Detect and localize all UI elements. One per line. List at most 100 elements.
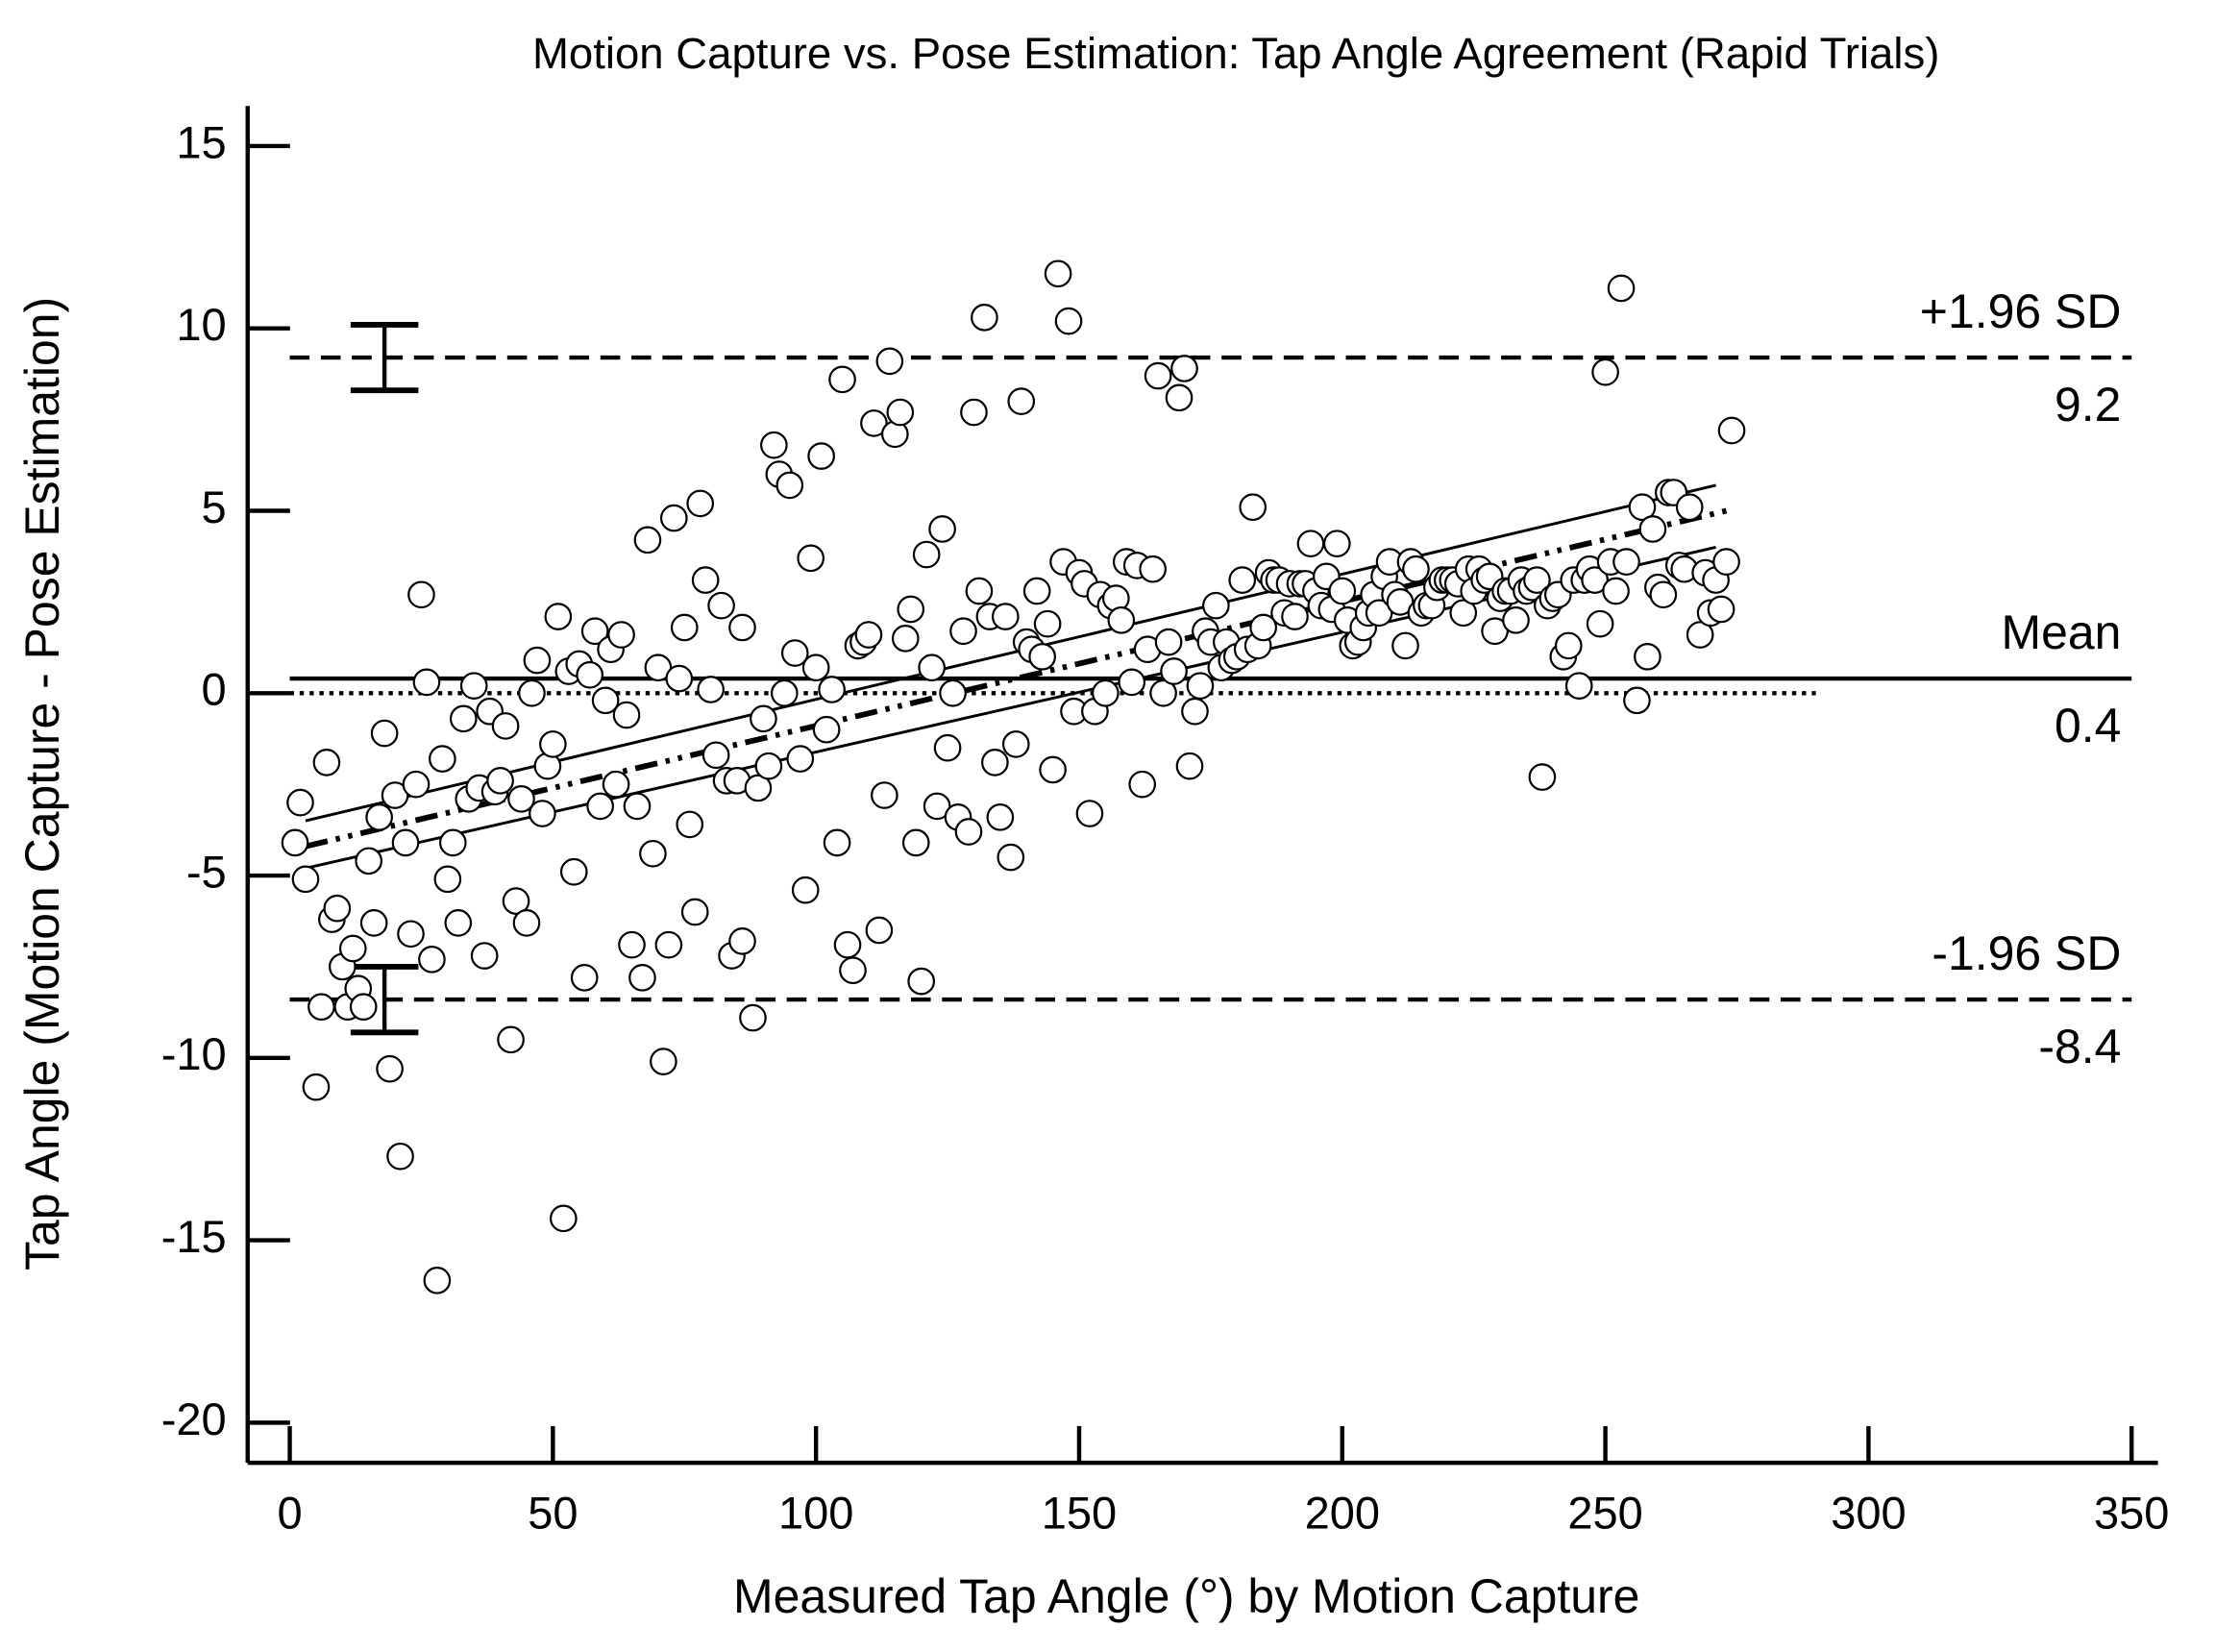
data-point — [497, 1025, 525, 1054]
data-point — [302, 1073, 331, 1101]
data-point — [1638, 515, 1667, 543]
data-point — [544, 603, 573, 630]
data-point — [1165, 383, 1194, 412]
regression-line — [305, 507, 1728, 850]
data-point — [418, 946, 446, 974]
data-point — [507, 785, 535, 813]
data-point — [639, 839, 667, 868]
x-tick-label: 0 — [277, 1487, 302, 1538]
data-point — [728, 613, 756, 642]
data-point — [1502, 606, 1530, 634]
data-point — [780, 639, 809, 667]
data-point — [1007, 387, 1036, 415]
data-point — [1170, 355, 1198, 382]
data-point — [1591, 358, 1619, 386]
data-point — [1033, 609, 1062, 638]
data-point — [355, 847, 383, 875]
data-point — [691, 566, 720, 594]
data-point — [1228, 566, 1257, 594]
data-point — [912, 540, 941, 569]
data-point — [512, 909, 541, 937]
data-point — [791, 875, 820, 904]
data-point — [933, 733, 962, 762]
chart-title: Motion Capture vs. Pose Estimation: Tap … — [532, 29, 1939, 78]
data-point — [891, 625, 920, 653]
y-axis-label: Tap Angle (Motion Capture - Pose Estimat… — [15, 297, 69, 1270]
data-point — [949, 617, 977, 646]
data-point — [529, 800, 556, 827]
data-point — [1144, 361, 1172, 390]
data-point — [376, 1054, 404, 1083]
data-point — [580, 617, 609, 646]
data-point — [954, 818, 983, 846]
x-tick-label: 100 — [778, 1487, 853, 1538]
data-point — [1281, 603, 1309, 630]
data-point — [823, 828, 851, 857]
data-point — [1296, 530, 1325, 557]
data-point — [1001, 730, 1030, 758]
data-point — [875, 347, 904, 376]
data-point — [828, 365, 856, 394]
data-point — [407, 580, 435, 609]
x-tick-label: 350 — [2094, 1487, 2169, 1538]
data-point — [1149, 678, 1177, 707]
data-point — [429, 745, 456, 773]
x-tick-label: 50 — [528, 1487, 578, 1538]
data-point — [1239, 493, 1267, 522]
data-point — [901, 828, 930, 857]
data-point — [433, 865, 462, 894]
data-point — [502, 887, 530, 915]
reference-line-name: +1.96 SD — [1920, 284, 2122, 338]
data-point — [1154, 628, 1183, 656]
data-point — [491, 712, 520, 740]
y-tick-label: -10 — [161, 1028, 227, 1079]
data-point — [1028, 642, 1056, 671]
data-point — [1022, 577, 1051, 605]
data-point — [1322, 530, 1351, 557]
data-point — [618, 930, 646, 959]
x-tick-label: 250 — [1567, 1487, 1642, 1538]
data-point — [1181, 697, 1209, 726]
data-point — [338, 934, 367, 963]
data-point — [359, 909, 388, 937]
data-point — [697, 676, 725, 703]
data-point — [628, 963, 656, 992]
data-point — [523, 646, 552, 675]
data-point — [438, 828, 467, 857]
data-point — [612, 701, 641, 729]
data-point — [586, 792, 614, 821]
data-point — [370, 719, 399, 748]
data-point — [397, 920, 425, 949]
data-point — [623, 792, 652, 821]
data-point — [760, 431, 788, 459]
data-point — [854, 621, 883, 649]
y-tick-label: 10 — [176, 299, 226, 350]
x-tick-label: 200 — [1305, 1487, 1380, 1538]
data-point — [886, 398, 915, 427]
data-point — [633, 526, 662, 555]
data-point — [865, 916, 894, 945]
data-point — [833, 930, 862, 959]
data-point — [739, 1003, 767, 1032]
data-point — [1139, 555, 1167, 583]
data-point — [871, 781, 898, 809]
data-point — [1044, 259, 1072, 288]
data-point — [960, 398, 988, 427]
data-point — [797, 544, 825, 573]
data-point — [754, 752, 783, 780]
data-point — [312, 749, 341, 777]
data-point — [444, 909, 473, 937]
data-point — [291, 865, 320, 894]
data-point — [323, 894, 352, 923]
data-point — [786, 745, 815, 773]
data-point — [707, 591, 735, 620]
data-point — [1092, 678, 1120, 707]
data-point — [576, 660, 604, 689]
data-point — [1628, 493, 1657, 522]
data-point — [349, 993, 378, 1022]
data-point — [1712, 548, 1740, 576]
data-point — [770, 678, 799, 707]
data-point — [728, 927, 756, 955]
data-point — [1554, 631, 1583, 660]
